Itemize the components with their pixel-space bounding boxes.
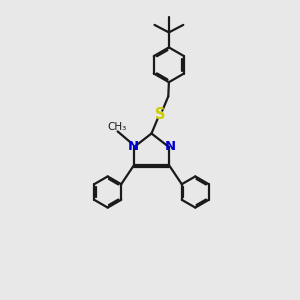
- Text: N: N: [127, 140, 139, 153]
- Text: S: S: [155, 107, 165, 122]
- Text: N: N: [164, 140, 176, 153]
- Text: CH₃: CH₃: [108, 122, 127, 132]
